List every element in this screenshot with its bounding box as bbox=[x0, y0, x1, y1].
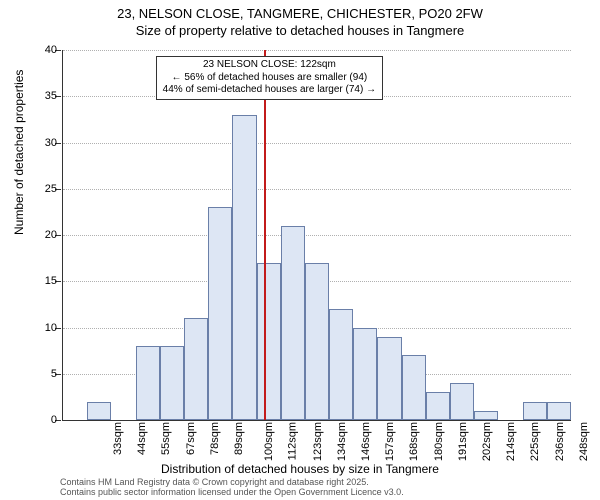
chart-title: 23, NELSON CLOSE, TANGMERE, CHICHESTER, … bbox=[0, 0, 600, 40]
histogram-bar bbox=[474, 411, 498, 420]
x-tick-label: 168sqm bbox=[409, 422, 421, 461]
annotation-box: 23 NELSON CLOSE: 122sqm ← 56% of detache… bbox=[156, 56, 383, 100]
histogram-bar bbox=[305, 263, 329, 420]
y-axis-label: Number of detached properties bbox=[12, 70, 26, 235]
histogram-bar bbox=[426, 392, 450, 420]
histogram-bar bbox=[450, 383, 474, 420]
x-tick-label: 78sqm bbox=[209, 422, 221, 455]
grid-line bbox=[63, 143, 571, 144]
x-tick-label: 134sqm bbox=[336, 422, 348, 461]
chart-container: 23, NELSON CLOSE, TANGMERE, CHICHESTER, … bbox=[0, 0, 600, 500]
x-tick-label: 123sqm bbox=[312, 422, 324, 461]
histogram-bar bbox=[523, 402, 547, 421]
histogram-bar bbox=[257, 263, 281, 420]
x-tick-label: 89sqm bbox=[233, 422, 245, 455]
histogram-bar bbox=[232, 115, 256, 420]
annotation-line-3: 44% of semi-detached houses are larger (… bbox=[163, 84, 376, 97]
y-tick-label: 25 bbox=[45, 183, 57, 195]
y-tick-label: 35 bbox=[45, 90, 57, 102]
title-line-1: 23, NELSON CLOSE, TANGMERE, CHICHESTER, … bbox=[0, 6, 600, 23]
histogram-bar bbox=[547, 402, 571, 421]
y-tick-label: 20 bbox=[45, 229, 57, 241]
x-tick-label: 112sqm bbox=[287, 422, 299, 460]
histogram-bar bbox=[377, 337, 401, 420]
grid-line bbox=[63, 189, 571, 190]
y-tick-label: 10 bbox=[45, 322, 57, 334]
x-tick-label: 44sqm bbox=[136, 422, 148, 455]
histogram-bar bbox=[87, 402, 111, 421]
x-tick-label: 248sqm bbox=[578, 422, 590, 461]
x-tick-label: 100sqm bbox=[263, 422, 275, 461]
x-tick-label: 33sqm bbox=[112, 422, 124, 455]
footer-attribution: Contains HM Land Registry data © Crown c… bbox=[60, 478, 404, 498]
footer-line-2: Contains public sector information licen… bbox=[60, 488, 404, 498]
x-tick-label: 67sqm bbox=[185, 422, 197, 455]
x-tick-label: 191sqm bbox=[457, 422, 469, 461]
x-tick-label: 225sqm bbox=[529, 422, 541, 461]
y-tick-label: 0 bbox=[51, 414, 57, 426]
x-tick-label: 180sqm bbox=[433, 422, 445, 461]
histogram-bar bbox=[353, 328, 377, 421]
x-tick-label: 157sqm bbox=[384, 422, 396, 461]
y-tick-label: 30 bbox=[45, 137, 57, 149]
y-tick-label: 40 bbox=[45, 44, 57, 56]
histogram-bar bbox=[281, 226, 305, 420]
plot-area: 051015202530354033sqm44sqm55sqm67sqm78sq… bbox=[62, 50, 571, 421]
histogram-bar bbox=[160, 346, 184, 420]
annotation-line-2: ← 56% of detached houses are smaller (94… bbox=[163, 72, 376, 85]
grid-line bbox=[63, 235, 571, 236]
grid-line bbox=[63, 50, 571, 51]
reference-line bbox=[264, 50, 266, 420]
y-tick-label: 5 bbox=[51, 368, 57, 380]
title-line-2: Size of property relative to detached ho… bbox=[0, 23, 600, 40]
x-tick-label: 202sqm bbox=[481, 422, 493, 461]
x-tick-label: 214sqm bbox=[505, 422, 517, 461]
histogram-bar bbox=[208, 207, 232, 420]
histogram-bar bbox=[329, 309, 353, 420]
x-tick-label: 236sqm bbox=[554, 422, 566, 461]
histogram-bar bbox=[402, 355, 426, 420]
x-tick-label: 146sqm bbox=[360, 422, 372, 461]
annotation-line-1: 23 NELSON CLOSE: 122sqm bbox=[163, 59, 376, 72]
histogram-bar bbox=[184, 318, 208, 420]
x-tick-label: 55sqm bbox=[161, 422, 173, 455]
histogram-bar bbox=[136, 346, 160, 420]
x-axis-label: Distribution of detached houses by size … bbox=[0, 462, 600, 476]
y-tick-label: 15 bbox=[45, 275, 57, 287]
